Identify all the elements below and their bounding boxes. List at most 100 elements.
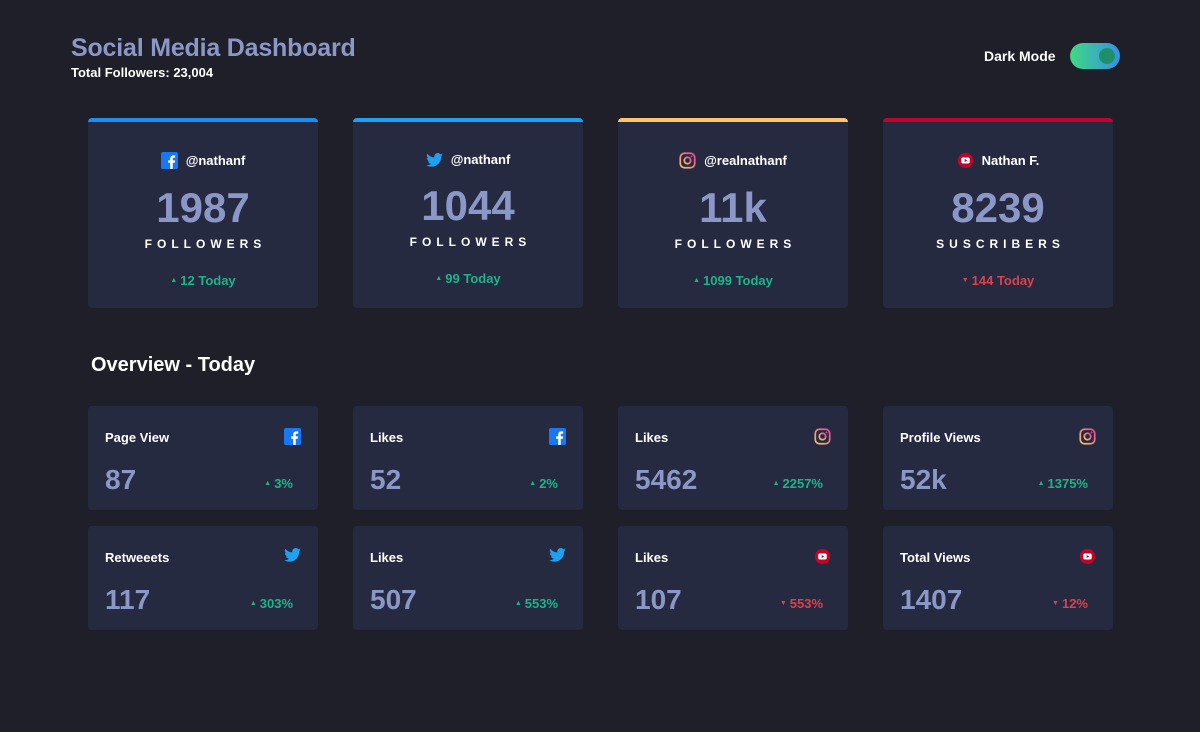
total-followers: Total Followers: 23,004 <box>71 65 214 80</box>
today-change: ▲ 1099 Today <box>618 273 848 288</box>
today-change-value: 12 Today <box>180 273 236 288</box>
overview-tile[interactable]: Retweeets 117 ▲ 303% <box>88 526 318 630</box>
tile-value: 52 <box>370 464 402 495</box>
tile-change: ▲ 553% <box>515 596 558 611</box>
tile-change: ▼ 12% <box>1052 596 1088 611</box>
card-handle: @realnathanf <box>704 153 787 168</box>
card-handle-row: @nathanf <box>353 152 583 167</box>
follower-unit: FOLLOWERS <box>409 235 532 249</box>
tile-label: Likes <box>370 550 404 565</box>
arrow-up-icon: ▲ <box>435 275 443 282</box>
card-handle-row: @nathanf <box>88 152 318 169</box>
tile-change: ▲ 2% <box>529 476 558 491</box>
card-facebook[interactable]: @nathanf 1987 FOLLOWERS ▲ 12 Today <box>88 118 318 308</box>
card-handle-row: Nathan F. <box>883 152 1113 169</box>
instagram-icon <box>1079 428 1096 450</box>
tile-change: ▼ 553% <box>780 596 823 611</box>
overview-tile[interactable]: Likes 107 ▼ 553% <box>618 526 848 630</box>
follower-unit: FOLLOWERS <box>674 237 797 251</box>
card-youtube[interactable]: Nathan F. 8239 SUSCRIBERS ▼ 144 Today <box>883 118 1113 308</box>
card-handle: @nathanf <box>185 153 246 168</box>
today-change: ▲ 99 Today <box>353 271 583 286</box>
toggle-knob <box>1098 48 1115 64</box>
follower-unit: FOLLOWERS <box>144 237 267 251</box>
arrow-up-icon: ▲ <box>514 600 522 607</box>
today-change: ▲ 12 Today <box>88 273 318 288</box>
overview-title: Overview - Today <box>91 354 256 376</box>
youtube-icon <box>814 548 831 570</box>
follower-unit: SUSCRIBERS <box>936 237 1065 251</box>
card-accent-bar <box>883 118 1113 122</box>
tile-change-value: 2% <box>539 476 558 491</box>
tile-value: 507 <box>370 584 417 615</box>
tile-value: 1407 <box>900 584 963 615</box>
twitter-icon <box>425 152 443 167</box>
tile-change-value: 553% <box>789 596 823 611</box>
tile-change-value: 12% <box>1061 596 1088 611</box>
arrow-down-icon: ▼ <box>1052 600 1059 607</box>
today-change-value: 1099 Today <box>703 273 773 288</box>
facebook-icon <box>160 152 178 169</box>
twitter-icon <box>284 548 301 567</box>
tile-value: 52k <box>900 464 947 495</box>
arrow-up-icon: ▲ <box>693 277 701 284</box>
overview-tile[interactable]: Total Views 1407 ▼ 12% <box>883 526 1113 630</box>
dark-mode-toggle[interactable] <box>1069 43 1120 69</box>
facebook-icon <box>549 428 566 450</box>
header: Social Media Dashboard Total Followers: … <box>71 34 356 80</box>
arrow-down-icon: ▼ <box>779 600 787 607</box>
tile-value: 5462 <box>635 464 698 495</box>
overview-tile[interactable]: Page View 87 ▲ 3% <box>88 406 318 510</box>
tile-label: Likes <box>635 550 669 565</box>
tile-value: 117 <box>105 584 151 615</box>
card-handle: Nathan F. <box>981 153 1040 168</box>
card-twitter[interactable]: @nathanf 1044 FOLLOWERS ▲ 99 Today <box>353 118 583 308</box>
follower-count: 11k <box>699 184 767 231</box>
arrow-up-icon: ▲ <box>1037 480 1045 487</box>
dark-mode-label: Dark Mode <box>984 48 1056 64</box>
tile-value: 87 <box>105 464 137 495</box>
tile-label: Profile Views <box>900 430 981 445</box>
card-accent-bar <box>88 118 318 122</box>
follower-count: 1987 <box>156 184 250 231</box>
tile-change-value: 553% <box>524 596 558 611</box>
card-instagram[interactable]: @realnathanf 11k FOLLOWERS ▲ 1099 Today <box>618 118 848 308</box>
tile-label: Total Views <box>900 550 971 565</box>
facebook-icon <box>284 428 301 450</box>
follower-count: 1044 <box>421 182 515 229</box>
arrow-up-icon: ▲ <box>249 600 257 607</box>
page-title: Social Media Dashboard <box>71 34 356 62</box>
youtube-icon <box>1079 548 1096 570</box>
today-change-value: 144 Today <box>971 273 1035 288</box>
today-change: ▼ 144 Today <box>883 273 1113 288</box>
card-accent-bar <box>353 118 583 122</box>
tile-label: Likes <box>370 430 404 445</box>
tile-change: ▲ 2257% <box>773 476 823 491</box>
overview-tile[interactable]: Likes 507 ▲ 553% <box>353 526 583 630</box>
tile-change-value: 3% <box>274 476 293 491</box>
follower-count: 8239 <box>951 184 1045 231</box>
tile-change-value: 2257% <box>782 476 823 491</box>
instagram-icon <box>679 152 696 169</box>
tile-value: 107 <box>635 584 682 615</box>
arrow-up-icon: ▲ <box>170 277 178 284</box>
tile-change: ▲ 3% <box>264 476 293 491</box>
tile-label: Retweeets <box>105 550 170 565</box>
dark-mode-control: Dark Mode <box>984 43 1120 69</box>
tile-label: Page View <box>105 430 170 445</box>
arrow-up-icon: ▲ <box>529 480 537 487</box>
twitter-icon <box>549 548 566 567</box>
overview-tile[interactable]: Likes 52 ▲ 2% <box>353 406 583 510</box>
arrow-up-icon: ▲ <box>772 480 780 487</box>
arrow-up-icon: ▲ <box>264 480 272 487</box>
tile-change: ▲ 1375% <box>1038 476 1088 491</box>
tile-change-value: 1375% <box>1047 476 1088 491</box>
overview-tile[interactable]: Likes 5462 ▲ 2257% <box>618 406 848 510</box>
today-change-value: 99 Today <box>445 271 501 286</box>
arrow-down-icon: ▼ <box>961 277 969 284</box>
tile-change-value: 303% <box>259 596 293 611</box>
card-accent-bar <box>618 118 848 122</box>
overview-tile[interactable]: Profile Views 52k ▲ 1375% <box>883 406 1113 510</box>
tile-change: ▲ 303% <box>250 596 293 611</box>
tile-label: Likes <box>635 430 669 445</box>
